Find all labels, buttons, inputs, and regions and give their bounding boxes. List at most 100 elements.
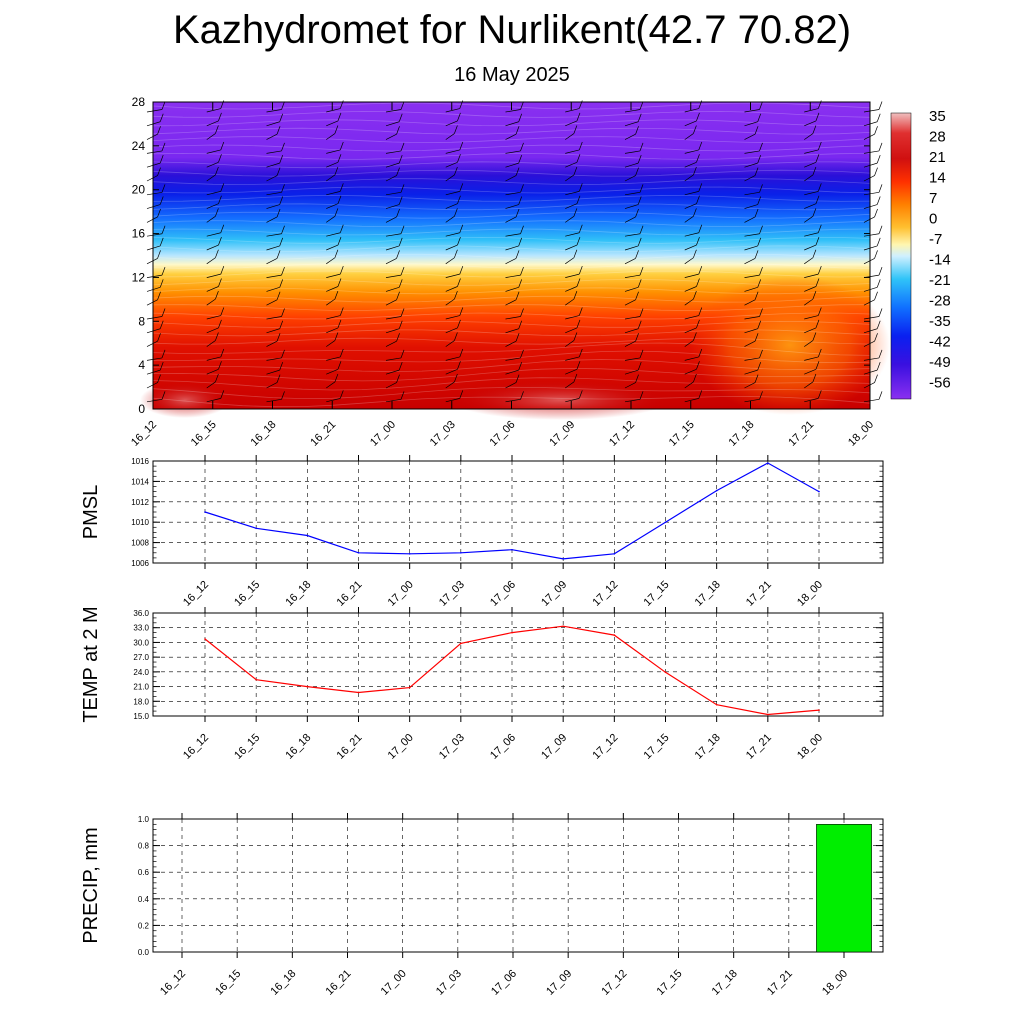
wind-barb — [804, 232, 819, 237]
wind-barb-feather — [812, 332, 817, 341]
wind-barb-feather — [757, 362, 762, 371]
wind-barb — [863, 299, 875, 306]
wind-barb — [624, 109, 641, 113]
wind-barb — [206, 257, 216, 265]
wind-barb — [385, 299, 397, 306]
wind-barb-feather — [454, 125, 458, 134]
wind-barb-feather — [518, 279, 523, 288]
wind-barb — [804, 398, 819, 403]
x-tick-label: 16_12 — [181, 579, 211, 609]
wind-barb — [565, 174, 575, 182]
wind-barb-feather — [874, 333, 878, 342]
wind-barb — [804, 356, 819, 361]
wind-barb-feather — [157, 250, 161, 259]
wind-barb-feather — [218, 361, 222, 370]
wind-barb — [146, 204, 161, 209]
wind-barb — [505, 150, 521, 154]
contour-line — [152, 329, 871, 337]
wind-barb-feather — [457, 361, 461, 370]
y-tick-label: 1016 — [131, 457, 149, 466]
wind-barb — [744, 328, 758, 334]
wind-barb-feather — [339, 390, 344, 399]
data-point — [357, 691, 360, 694]
y-tick-label: 1014 — [131, 477, 149, 486]
wind-barb-feather — [578, 183, 583, 192]
wind-barb — [206, 315, 221, 320]
wind-barb-feather — [639, 308, 644, 317]
wind-barb-feather — [339, 348, 344, 358]
wind-barb — [684, 133, 694, 140]
wind-barb — [326, 232, 341, 237]
wind-barb — [624, 121, 639, 127]
colorbar-label: -14 — [929, 252, 951, 269]
contour-line — [152, 359, 871, 373]
wind-barb-feather — [876, 320, 881, 329]
wind-barb-feather — [876, 237, 881, 247]
wind-barb — [206, 108, 221, 113]
wind-barb — [744, 109, 760, 113]
wind-barb-feather — [400, 308, 405, 317]
heatmap-y-tick-label: 28 — [132, 95, 146, 109]
wind-barb — [385, 150, 402, 154]
wind-barb-feather — [817, 307, 822, 316]
wind-barb — [505, 299, 517, 306]
wind-barb-feather — [457, 278, 461, 287]
contour-line — [152, 220, 871, 228]
wind-barb-feather — [573, 166, 578, 176]
wind-barb — [684, 398, 699, 403]
wind-barb — [804, 191, 819, 196]
wind-barb — [445, 244, 458, 251]
wind-barb — [266, 287, 280, 292]
heatmap-x-tick-label: 16_15 — [189, 419, 219, 449]
wind-barb-feather — [812, 249, 817, 258]
wind-barb — [744, 382, 756, 389]
wind-barb — [146, 340, 158, 347]
wind-barb — [863, 316, 880, 320]
data-point — [613, 634, 616, 636]
wind-barb — [266, 369, 280, 375]
wind-barb — [744, 299, 756, 306]
heatmap-y-tick-label: 20 — [132, 183, 146, 197]
y-tick-label: 1006 — [131, 559, 149, 568]
x-tick-label: 17_21 — [744, 732, 774, 762]
wind-barb-feather — [635, 374, 639, 383]
heatmap-y-tick-label: 16 — [132, 227, 146, 241]
wind-barb — [385, 204, 400, 209]
wind-barb — [266, 175, 278, 182]
wind-barb — [744, 316, 760, 320]
wind-barb — [206, 298, 216, 306]
wind-barb — [146, 382, 158, 389]
wind-barb-feather — [159, 113, 164, 122]
wind-barb-feather — [157, 291, 161, 300]
wind-barb-feather — [573, 332, 578, 341]
wind-barb — [445, 286, 458, 292]
wind-barb — [565, 133, 575, 140]
wind-barb-feather — [573, 125, 578, 134]
x-tick-label: 17_18 — [710, 968, 740, 998]
wind-barb — [624, 245, 639, 251]
wind-barb — [684, 273, 699, 278]
data-point — [613, 553, 616, 555]
temperature-cross-section: 0 4 8 12 16 20 24 28 16_12 16_15 16_18 16_21 17_00 1… — [129, 95, 890, 449]
wind-barb-feather — [576, 236, 581, 246]
wind-barb-feather — [518, 196, 523, 205]
wind-barb — [505, 191, 521, 196]
wind-barb — [385, 216, 397, 223]
data-point — [460, 552, 462, 554]
x-tick-label: 17_03 — [437, 579, 467, 609]
x-tick-label: 18_00 — [795, 732, 825, 762]
wind-barb-feather — [815, 236, 820, 246]
wind-barb-feather — [635, 126, 639, 135]
wind-barb — [445, 340, 455, 347]
wind-barb-feather — [454, 208, 458, 217]
wind-barb-feather — [878, 308, 883, 317]
wind-barb-feather — [635, 250, 639, 259]
wind-barb — [146, 191, 163, 196]
wind-barb — [863, 121, 878, 127]
wind-barb-feather — [276, 333, 281, 342]
wind-barb — [146, 121, 161, 127]
wind-barb-feather — [159, 196, 164, 205]
wind-barb-feather — [754, 250, 759, 259]
wind-barb-feather — [161, 184, 166, 193]
